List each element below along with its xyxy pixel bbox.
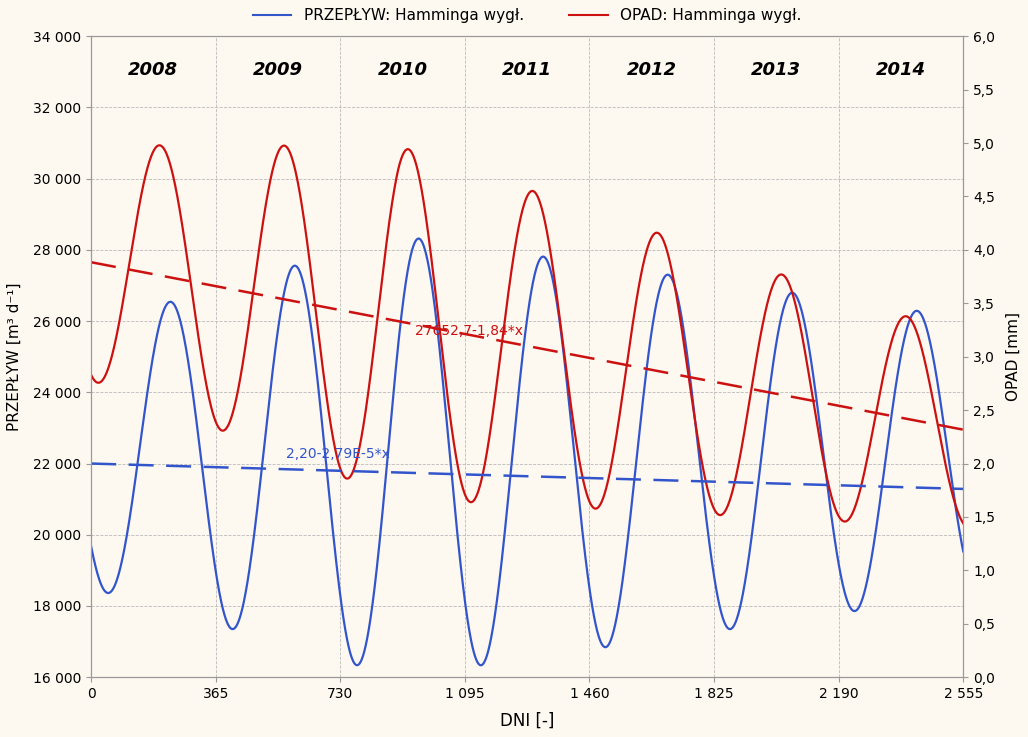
Y-axis label: PRZEPŁYW [m³ d⁻¹]: PRZEPŁYW [m³ d⁻¹] <box>7 282 22 431</box>
Text: 2014: 2014 <box>876 61 926 79</box>
Text: 2011: 2011 <box>502 61 552 79</box>
Text: 2008: 2008 <box>128 61 178 79</box>
Text: 2010: 2010 <box>377 61 428 79</box>
Text: 2012: 2012 <box>627 61 676 79</box>
Text: 2,20-2,79E-5*x: 2,20-2,79E-5*x <box>286 447 390 461</box>
Text: 2009: 2009 <box>253 61 303 79</box>
Text: 27652,7-1,84*x: 27652,7-1,84*x <box>415 324 523 338</box>
Y-axis label: OPAD [mm]: OPAD [mm] <box>1006 312 1021 401</box>
X-axis label: DNI [-]: DNI [-] <box>500 712 554 730</box>
Text: 2013: 2013 <box>751 61 801 79</box>
Legend: PRZEPŁYW: Hamminga wygł., OPAD: Hamminga wygł.: PRZEPŁYW: Hamminga wygł., OPAD: Hamminga… <box>247 2 807 29</box>
